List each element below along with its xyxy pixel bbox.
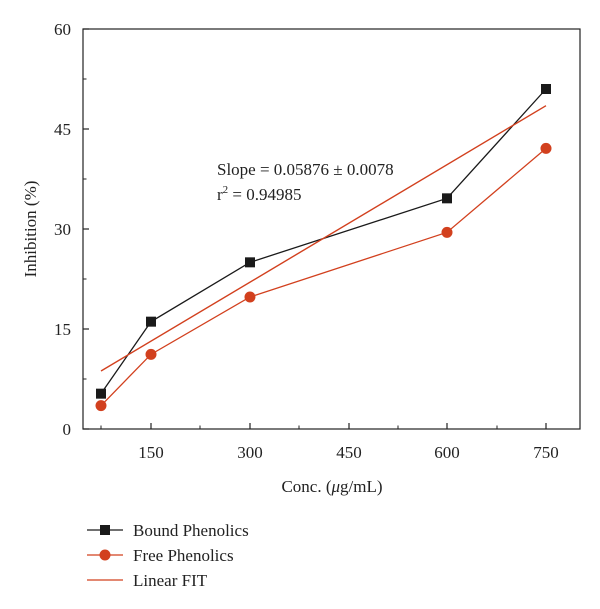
y-tick-label: 60 <box>54 20 71 39</box>
legend-item-free: Free Phenolics <box>87 546 234 565</box>
legend-marker-free <box>99 549 111 561</box>
legend-item-fit: Linear FIT <box>87 571 208 590</box>
bound-point <box>146 316 156 327</box>
free-point <box>145 348 157 360</box>
x-axis-label: Conc. (μg/mL) <box>281 477 382 496</box>
x-tick-label: 600 <box>434 443 460 462</box>
series-line-1 <box>100 147 547 407</box>
free-point <box>540 142 552 154</box>
y-tick-label: 15 <box>54 320 71 339</box>
y-tick-label: 30 <box>54 220 71 239</box>
free-point <box>244 291 256 303</box>
legend-item-bound: Bound Phenolics <box>87 521 249 540</box>
y-tick-label: 0 <box>63 420 72 439</box>
series-layer <box>95 84 552 412</box>
y-tick-label: 45 <box>54 120 71 139</box>
x-tick-label: 450 <box>336 443 362 462</box>
series-line-0 <box>100 88 547 395</box>
plot-frame <box>82 28 581 430</box>
legend: Bound Phenolics Free Phenolics Linear FI… <box>87 521 249 590</box>
axes <box>82 28 581 430</box>
bound-point <box>245 257 255 268</box>
legend-label-fit: Linear FIT <box>133 571 208 590</box>
x-tick-label: 750 <box>533 443 559 462</box>
r2-annotation: r2 = 0.94985 <box>217 184 302 204</box>
ticks: 0 15 30 45 60 150 300 450 600 750 <box>54 20 559 462</box>
y-axis-label: Inhibition (%) <box>21 181 40 278</box>
legend-marker-bound <box>100 525 110 535</box>
x-tick-label: 150 <box>138 443 164 462</box>
slope-annotation: Slope = 0.05876 ± 0.0078 <box>217 160 394 179</box>
free-point <box>95 400 107 412</box>
legend-label-free: Free Phenolics <box>133 546 234 565</box>
bound-point <box>442 193 452 204</box>
linear-fit-line <box>100 105 547 372</box>
bound-point <box>96 388 106 399</box>
free-point <box>441 226 453 238</box>
legend-label-bound: Bound Phenolics <box>133 521 249 540</box>
x-tick-label: 300 <box>237 443 263 462</box>
bound-point <box>541 84 551 94</box>
